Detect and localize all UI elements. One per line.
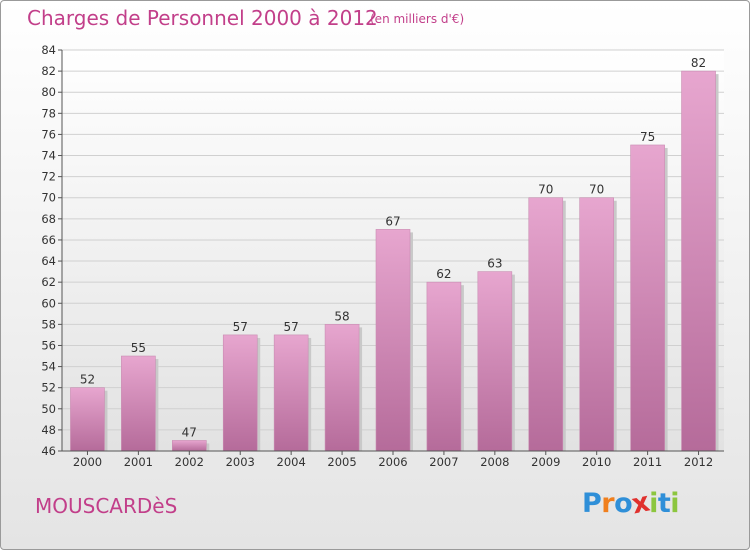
x-tick-label: 2001 [124,455,153,469]
x-tick-label: 2005 [327,455,356,469]
x-tick-label: 2002 [175,455,204,469]
y-tick-label: 70 [41,191,56,205]
logo-letter: i [670,488,680,519]
proxiti-logo: Proxiti [582,487,680,521]
x-tick-label: 2004 [277,455,306,469]
data-label-2009: 70 [538,183,553,197]
x-axis-ticks: 2000 2001 2002 2003 2004 2005 2006 2007 2008 2009… [73,451,713,469]
y-tick-label: 52 [41,381,56,395]
bar-2005 [324,324,360,452]
x-tick-label: 2012 [684,455,713,469]
bar-2007 [426,281,462,452]
y-tick-label: 56 [41,338,56,352]
logo-letter: r [601,488,615,519]
data-label-2008: 63 [487,257,502,271]
bar-2001 [121,355,156,452]
logo-letter: o [614,488,633,519]
data-labels: 52 55 47 57 57 58 67 62 63 70 70 75 82 [80,56,706,439]
y-tick-label: 66 [41,233,56,247]
city-name: MOUSCARDèS [35,494,178,518]
bar-2002 [172,440,207,452]
y-tick-label: 58 [41,317,56,331]
y-tick-label: 80 [41,85,56,99]
x-tick-label: 2009 [531,455,560,469]
x-tick-label: 2008 [480,455,509,469]
x-tick-label: 2010 [582,455,611,469]
y-tick-label: 62 [41,275,56,289]
data-label-2007: 62 [436,267,451,281]
data-label-2011: 75 [640,130,655,144]
bar-2010 [579,197,614,452]
y-tick-label: 82 [41,64,56,78]
bar-2008 [477,271,513,452]
data-label-2005: 58 [334,309,349,323]
y-tick-label: 84 [41,43,56,57]
x-tick-label: 2006 [378,455,407,469]
data-label-2012: 82 [691,56,706,70]
bar-2006 [375,229,411,452]
y-tick-label: 46 [41,444,56,458]
bars [70,70,719,452]
x-tick-label: 2003 [226,455,255,469]
y-tick-label: 78 [41,106,56,120]
y-tick-label: 60 [41,296,56,310]
y-tick-label: 50 [41,402,56,416]
bar-2000 [70,387,105,452]
bar-2003 [222,334,258,452]
y-tick-label: 68 [41,212,56,226]
y-tick-label: 48 [41,423,56,437]
bar-2004 [273,334,309,452]
y-tick-label: 64 [41,254,56,268]
y-tick-label: 54 [41,360,56,374]
x-tick-label: 2007 [429,455,458,469]
data-label-2003: 57 [233,320,248,334]
data-label-2001: 55 [131,341,146,355]
logo-letter: P [582,488,602,519]
y-tick-label: 76 [41,127,56,141]
y-tick-label: 74 [41,149,56,163]
y-tick-label: 72 [41,170,56,184]
chart-title: Charges de Personnel 2000 à 2012 [27,6,378,30]
data-label-2004: 57 [284,320,299,334]
x-tick-label: 2011 [633,455,662,469]
logo-letter: t [657,488,671,519]
chart-subtitle: (en milliers d'€) [370,12,465,26]
data-label-2010: 70 [589,183,604,197]
y-axis-ticks: 46 48 50 52 54 56 58 60 62 64 66 68 70 72 74 76 78 80 82 84 [41,43,62,458]
logo-letter: i [649,488,658,519]
data-label-2006: 67 [385,214,400,228]
data-label-2000: 52 [80,373,95,387]
data-label-2002: 47 [182,425,197,439]
bar-2012 [681,70,716,452]
bar-2011 [630,144,665,452]
x-tick-label: 2000 [73,455,102,469]
bar-2009 [528,197,564,452]
